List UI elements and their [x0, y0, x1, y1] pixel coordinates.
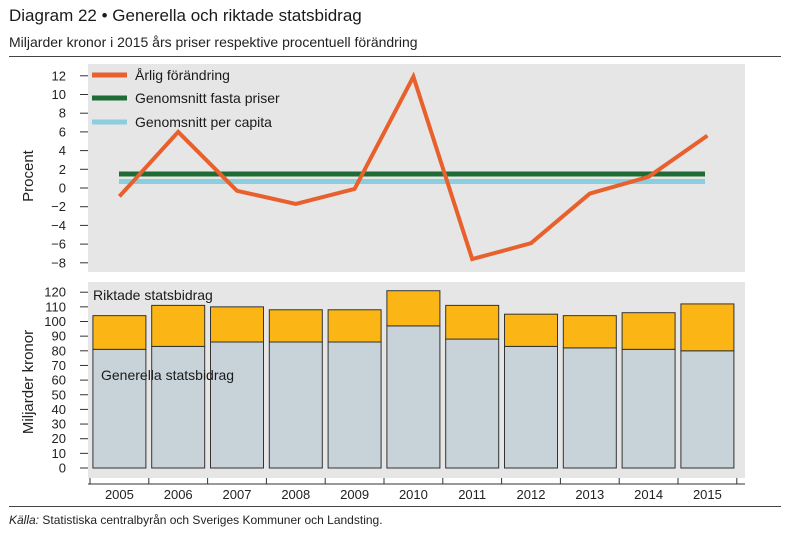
legend-label: Genomsnitt fasta priser — [135, 90, 280, 106]
legend-label: Genomsnitt per capita — [135, 114, 272, 130]
bar-riktade — [268, 309, 323, 343]
line-y-tick-label: −6 — [51, 237, 66, 252]
x-tick-label: 2015 — [693, 487, 722, 502]
bar-generella — [210, 341, 264, 469]
bar-generella — [621, 348, 676, 469]
chart-subtitle: Miljarder kronor i 2015 års priser respe… — [9, 34, 418, 50]
bar-y-tick-label: 50 — [52, 387, 66, 402]
source-text: Statistiska centralbyrån och Sveriges Ko… — [39, 513, 383, 527]
line-y-tick-label: 12 — [52, 68, 66, 83]
bar-y-tick-label: 40 — [52, 402, 66, 417]
line-y-tick-label: 4 — [59, 143, 66, 158]
x-tick-label: 2014 — [634, 487, 663, 502]
bottom-divider — [9, 506, 781, 507]
x-tick-label: 2010 — [399, 487, 428, 502]
axes — [80, 75, 745, 485]
bar-riktade — [445, 304, 500, 340]
bar-generella — [680, 350, 735, 469]
bar-generella — [504, 345, 558, 469]
bar-generella — [151, 345, 206, 469]
bar-riktade — [562, 315, 617, 349]
bar-riktade — [386, 290, 441, 327]
bar-y-tick-label: 100 — [44, 314, 66, 329]
bar-y-tick-label: 10 — [52, 446, 66, 461]
line-y-tick-label: 6 — [59, 124, 66, 139]
x-tick-label: 2013 — [575, 487, 604, 502]
line-series — [117, 71, 709, 262]
bar-y-tick-label: 110 — [45, 299, 66, 314]
x-tick-label: 2008 — [281, 487, 310, 502]
line-legend: Årlig förändring Genomsnitt fasta priser G… — [92, 67, 280, 130]
bar-y-tick-label: 60 — [52, 373, 66, 388]
line-y-tick-label: −2 — [51, 199, 66, 214]
top-divider — [9, 56, 781, 57]
bar-riktade — [327, 309, 382, 343]
bar-y-axis-label: Miljarder kronor — [20, 330, 37, 434]
legend-label: Årlig förändring — [135, 67, 230, 83]
annotation-riktade: Riktade statsbidrag — [93, 287, 213, 303]
line-y-tick-label: 0 — [59, 181, 66, 196]
x-tick-label: 2009 — [340, 487, 369, 502]
line-y-tick-label: −8 — [51, 255, 66, 270]
bar-generella — [445, 338, 500, 469]
bar-y-tick-label: 90 — [52, 329, 66, 344]
bar-generella — [386, 325, 441, 469]
bar-y-tick-label: 70 — [52, 358, 66, 373]
line-y-tick-label: 8 — [59, 106, 66, 121]
bar-riktade — [621, 312, 676, 350]
line-y-axis-label: Procent — [20, 149, 37, 202]
bar-y-tick-label: 120 — [44, 285, 66, 300]
bar-riktade — [151, 304, 206, 347]
chart-text: 121086420−2−4−6−8Procent0102030405060708… — [20, 68, 722, 502]
bar-y-tick-label: 80 — [52, 343, 66, 358]
line-y-tick-label: 2 — [59, 162, 66, 177]
x-tick-label: 2005 — [105, 487, 134, 502]
bar-riktade — [92, 315, 147, 350]
bar-generella — [327, 341, 382, 469]
bar-generella — [268, 341, 323, 469]
line-y-tick-label: 10 — [52, 87, 66, 102]
x-tick-label: 2006 — [164, 487, 193, 502]
source-label: Källa: — [9, 513, 40, 527]
bar-y-tick-label: 0 — [59, 461, 66, 476]
line-panel-bg — [88, 64, 745, 272]
bar-riktade — [504, 313, 558, 347]
x-tick-label: 2011 — [458, 487, 486, 502]
bar-generella — [562, 347, 617, 469]
chart-title: Diagram 22 • Generella och riktade stats… — [9, 6, 362, 25]
x-tick-label: 2007 — [223, 487, 252, 502]
bar-y-tick-label: 30 — [52, 417, 66, 432]
bar-series — [92, 290, 735, 469]
bar-y-tick-label: 20 — [52, 431, 66, 446]
bar-riktade — [210, 306, 264, 343]
bar-riktade — [680, 303, 735, 352]
line-y-tick-label: −4 — [51, 218, 66, 233]
x-tick-label: 2012 — [517, 487, 546, 502]
annotation-generella: Generella statsbidrag — [101, 367, 234, 383]
source-note: Källa: Statistiska centralbyrån och Sver… — [9, 513, 383, 527]
